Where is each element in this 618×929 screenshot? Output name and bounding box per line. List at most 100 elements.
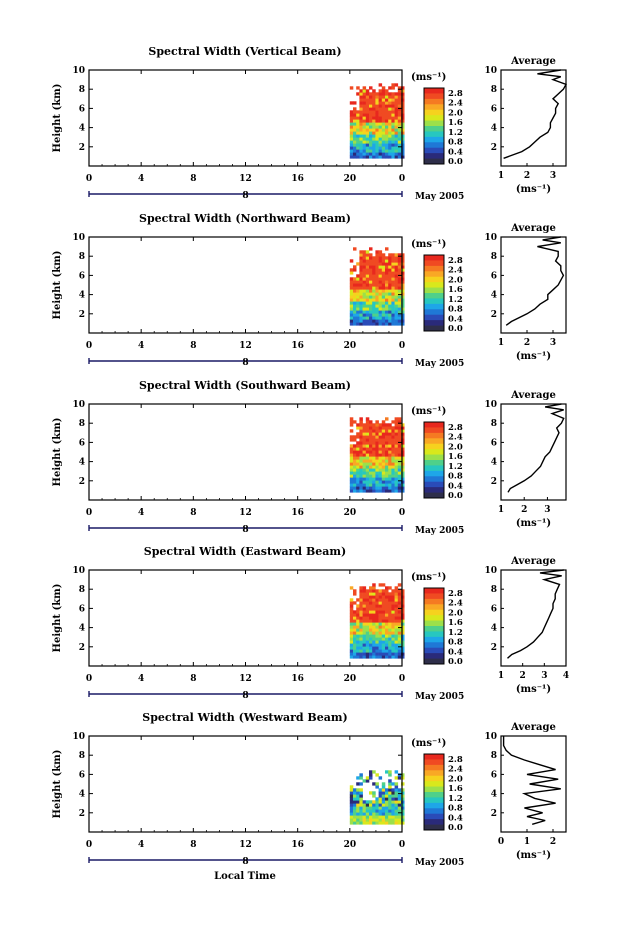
heatmap-cell [365,595,370,599]
heatmap-cell [375,152,379,156]
heatmap-cell [356,313,360,317]
heatmap-cell [365,637,370,641]
heatmap-cell [391,438,395,442]
heatmap-cell [369,462,373,466]
heatmap-cell [375,812,379,816]
heatmap-cell [359,435,363,439]
heatmap-cell [362,815,367,819]
heatmap-cell [356,604,360,608]
heatmap-cell [372,268,376,272]
heatmap-cell [397,107,402,111]
heatmap-cell [397,110,402,114]
heatmap-cell [356,610,360,614]
heatmap-cell [369,265,373,269]
heatmap-cell [378,110,383,114]
heatmap-cell [359,797,363,801]
heatmap-cell [349,110,354,114]
panel-title: Spectral Width (Eastward Beam) [144,545,346,558]
heatmap-cell [365,800,370,804]
heatmap-cell [356,803,360,807]
heatmap-cell [372,116,376,120]
heatmap-cell [372,438,376,442]
heatmap-cell [353,131,357,135]
heatmap-cell [369,459,373,463]
heatmap-cell [378,289,383,293]
profile-x-tick-label: 3 [550,338,556,348]
heatmap-cell [365,628,370,632]
heatmap-cell [391,489,395,493]
heatmap-cell [359,468,363,472]
heatmap-cell [369,643,373,647]
heatmap-cell [353,631,357,635]
heatmap-cell [381,637,386,641]
heatmap-cell [394,655,399,659]
heatmap-cell [394,155,399,159]
heatmap-cell [394,646,399,650]
profile-x-tick-label: 2 [550,837,556,847]
heatmap-cell [375,298,379,302]
heatmap-cell [378,423,383,427]
heatmap-cell [401,292,405,296]
heatmap-cell [391,483,395,487]
heatmap-cell [397,631,402,635]
x-tick-label: 0 [86,840,92,850]
heatmap-cell [394,143,399,147]
heatmap-cell [388,616,392,620]
heatmap-cell [381,426,386,430]
heatmap-cell [353,310,357,314]
heatmap-cell [388,646,392,650]
heatmap-cell [397,589,402,593]
heatmap-cell [359,319,363,323]
heatmap-cell [362,301,367,305]
heatmap-cell [353,247,357,251]
heatmap-cell [372,444,376,448]
heatmap-cell [369,649,373,653]
heatmap-cell [365,295,370,299]
heatmap-cell [359,274,363,278]
y-axis-label: Height (km) [52,84,63,153]
heatmap-cell [385,489,389,493]
heatmap-cell [391,92,395,96]
heatmap-cell [372,800,376,804]
heatmap-cell [359,640,363,644]
heatmap-cell [378,456,383,460]
panel-title: Spectral Width (Southward Beam) [139,379,351,392]
heatmap-cell [369,429,373,433]
heatmap-cell [391,426,395,430]
heatmap-cell [397,125,402,129]
heatmap-cell [391,649,395,653]
heatmap-cell [349,601,354,605]
heatmap-cell [365,821,370,825]
heatmap-cell [369,92,373,96]
heatmap-cell [369,480,373,484]
y-tick-label: 2 [79,477,85,487]
colorbar-swatch [424,588,444,594]
heatmap-cell [388,319,392,323]
heatmap-cell [362,125,367,129]
heatmap-cell [394,146,399,150]
heatmap-cell [359,107,363,111]
heatmap-cell [378,613,383,617]
colorbar-label: 0.4 [448,314,463,324]
heatmap-cell [353,456,357,460]
heatmap-cell [359,253,363,257]
heatmap-cell [375,595,379,599]
heatmap-cell [362,456,367,460]
heatmap-cell [394,613,399,617]
heatmap-cell [388,453,392,457]
heatmap-cell [378,310,383,314]
heatmap-cell [356,119,360,123]
heatmap-cell [394,616,399,620]
heatmap-cell [372,782,376,786]
heatmap-cell [359,589,363,593]
heatmap-cell [391,104,395,108]
heatmap-cell [375,465,379,469]
heatmap-cell [359,628,363,632]
heatmap-cell [375,98,379,102]
heatmap-cell [365,146,370,150]
heatmap-cell [375,268,379,272]
heatmap-cell [381,438,386,442]
profile-y-tick-label: 6 [491,770,497,780]
heatmap-cell [397,429,402,433]
heatmap-cell [369,256,373,260]
